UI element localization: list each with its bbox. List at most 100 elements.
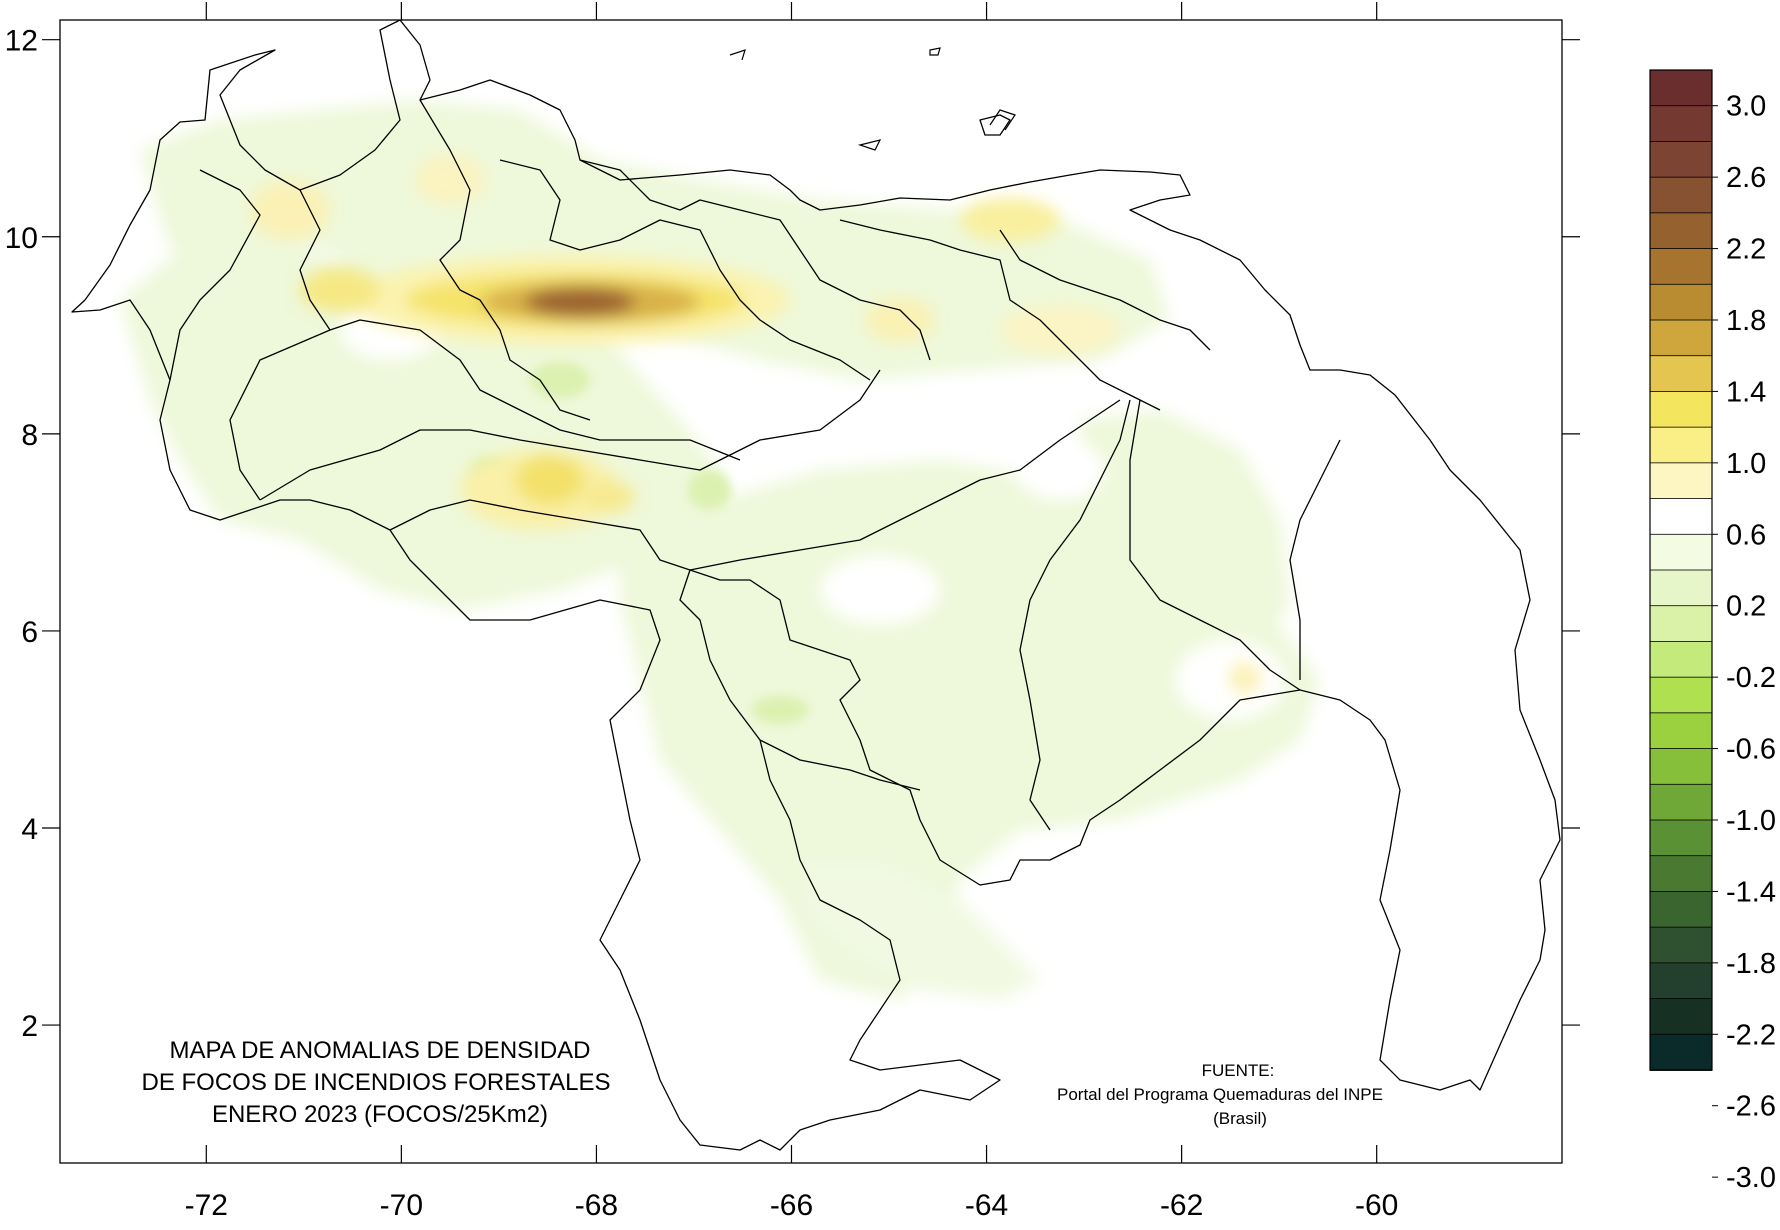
colorbar-swatch xyxy=(1649,355,1713,393)
hotspot-south-3 xyxy=(585,481,635,513)
colorbar-label: 1.4 xyxy=(1726,376,1766,408)
island-3 xyxy=(857,139,882,151)
x-tick-label: -70 xyxy=(380,1189,423,1222)
colorbar-label: -3.0 xyxy=(1726,1162,1776,1194)
colorbar: 3.0 2.6 2.2 1.8 1.4 1.0 0.6 0.2 -0.2 -0.6 -1.0 -1.4… xyxy=(1649,69,1776,1194)
state-line-14 xyxy=(689,399,1121,571)
y-tick-label: 8 xyxy=(21,419,38,452)
colorbar-label: -0.6 xyxy=(1726,734,1776,766)
white-gaps xyxy=(340,300,1285,1105)
colorbar-swatch xyxy=(1649,962,1713,1000)
colorbar-swatch xyxy=(1649,105,1713,143)
state-line-5 xyxy=(389,499,691,571)
colorbar-swatch xyxy=(1649,319,1713,357)
y-tick-label: 6 xyxy=(21,616,38,649)
colorbar-swatch xyxy=(1649,783,1713,821)
colorbar-label: -1.4 xyxy=(1726,876,1776,908)
colorbar-label: -2.2 xyxy=(1726,1019,1776,1051)
colorbar-swatch xyxy=(1649,926,1713,964)
island-1 xyxy=(729,49,746,61)
state-line-7 xyxy=(499,159,871,381)
colorbar-label: -2.6 xyxy=(1726,1091,1776,1123)
anomaly-region-east xyxy=(1080,410,1290,680)
green-spot-1 xyxy=(752,696,808,724)
map-area xyxy=(71,20,1561,1151)
colorbar-label: 0.2 xyxy=(1726,591,1766,623)
state-line-6 xyxy=(419,99,591,421)
source-line-1: FUENTE: xyxy=(1202,1061,1275,1080)
state-line-11 xyxy=(1019,399,1131,831)
y-tick-label: 4 xyxy=(21,813,38,846)
y-tick-label: 12 xyxy=(5,25,38,58)
source-line-2: Portal del Programa Quemaduras del INPE xyxy=(1057,1085,1383,1104)
colorbar-swatch xyxy=(1649,855,1713,893)
state-line-10 xyxy=(999,229,1211,351)
map-title-line-2: DE FOCOS DE INCENDIOS FORESTALES xyxy=(142,1069,611,1096)
gap-1 xyxy=(820,555,940,625)
y-axis: 12 10 8 6 4 2 xyxy=(5,25,1580,1043)
gap-2 xyxy=(1015,440,1105,500)
x-tick-label: -60 xyxy=(1355,1189,1398,1222)
map-title-line-1: MAPA DE ANOMALIAS DE DENSIDAD xyxy=(170,1037,591,1064)
colorbar-swatch xyxy=(1649,426,1713,464)
country-outline xyxy=(71,20,1561,1151)
x-axis: -72 -70 -68 -66 -64 -62 -60 xyxy=(185,2,1398,1222)
state-line-1 xyxy=(169,169,261,381)
hotspot-guayana xyxy=(1229,662,1261,694)
colorbar-swatch xyxy=(1649,176,1713,214)
colorbar-swatch xyxy=(1649,141,1713,179)
colorbar-frame xyxy=(1649,69,1713,1071)
colorbar-label: 0.6 xyxy=(1726,519,1766,551)
island-2 xyxy=(929,47,941,56)
state-line-3 xyxy=(329,319,741,461)
anomaly-region-amazonas xyxy=(800,860,1040,1000)
colorbar-label: -1.0 xyxy=(1726,805,1776,837)
colorbar-swatch xyxy=(1649,748,1713,786)
state-line-12 xyxy=(1129,399,1301,691)
x-tick-label: -68 xyxy=(575,1189,618,1222)
colorbar-swatch xyxy=(1649,498,1713,536)
hotspot-east-2 xyxy=(960,198,1060,242)
colorbar-swatch xyxy=(1649,676,1713,714)
colorbar-label: 1.0 xyxy=(1726,448,1766,480)
gap-3 xyxy=(610,1000,750,1100)
colorbar-swatch xyxy=(1649,1033,1713,1071)
x-tick-label: -62 xyxy=(1160,1189,1203,1222)
colorbar-label: 3.0 xyxy=(1726,91,1766,123)
x-tick-label: -66 xyxy=(770,1189,813,1222)
hotspot-north xyxy=(415,155,485,205)
north-islands xyxy=(729,47,1016,151)
colorbar-label: -0.2 xyxy=(1726,662,1776,694)
colorbar-swatch xyxy=(1649,533,1713,571)
colorbar-swatch xyxy=(1649,283,1713,321)
colorbar-label: 2.6 xyxy=(1726,162,1766,194)
colorbar-swatch xyxy=(1649,569,1713,607)
state-line-9 xyxy=(839,219,1161,411)
state-line-13 xyxy=(1289,439,1341,680)
green-spot-2 xyxy=(688,470,732,510)
island-4 xyxy=(989,109,1016,131)
y-tick-label: 10 xyxy=(5,222,38,255)
hotspot-east-3 xyxy=(1000,305,1120,355)
state-line-15 xyxy=(759,739,921,791)
green-spot-3 xyxy=(530,362,590,398)
boundaries xyxy=(71,20,1561,1151)
colorbar-swatch xyxy=(1649,641,1713,679)
colorbar-swatch xyxy=(1649,998,1713,1036)
colorbar-label: 1.8 xyxy=(1726,305,1766,337)
hotspot-core xyxy=(525,287,635,317)
source-line-3: (Brasil) xyxy=(1213,1109,1267,1128)
state-line-8 xyxy=(579,159,931,361)
colorbar-swatch xyxy=(1649,891,1713,929)
colorbar-swatch xyxy=(1649,212,1713,250)
state-line-4 xyxy=(259,369,881,501)
hotspot-west-1 xyxy=(300,268,380,312)
hotspot-south-2 xyxy=(515,455,585,505)
colorbar-swatch xyxy=(1649,819,1713,857)
colorbar-swatch xyxy=(1649,248,1713,286)
x-tick-label: -64 xyxy=(965,1189,1008,1222)
y-tick-label: 2 xyxy=(21,1010,38,1043)
colorbar-swatch xyxy=(1649,462,1713,500)
colorbar-swatch xyxy=(1649,605,1713,643)
